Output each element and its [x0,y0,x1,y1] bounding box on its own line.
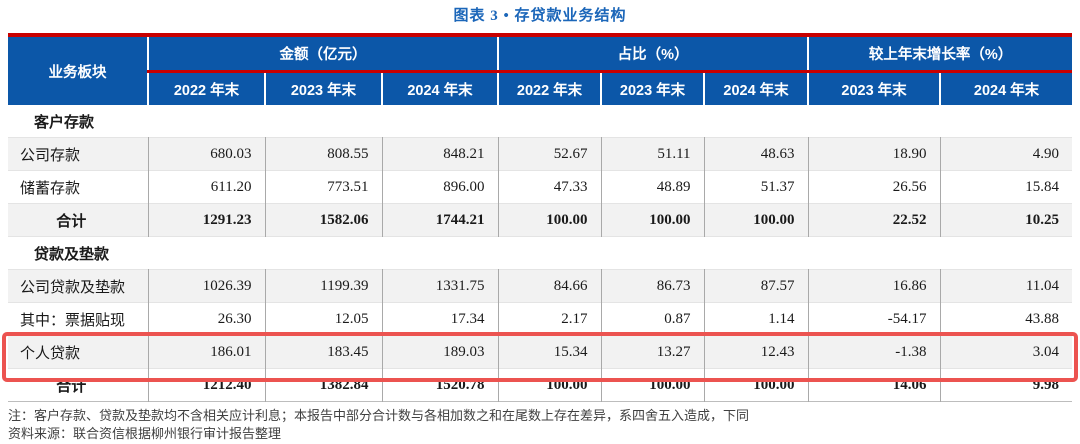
cell-value: 47.33 [497,170,602,204]
cell-value: 1331.75 [381,269,499,303]
col-group-growth: 较上年末增长率（%） [807,35,1073,73]
col-group-share: 占比（%） [497,35,809,73]
table-row-savings-deposits: 储蓄存款 611.20 773.51 896.00 47.33 48.89 51… [8,170,1073,204]
cell-value: 15.34 [497,335,602,369]
table-row-deposits-total: 合计 1291.23 1582.06 1744.21 100.00 100.00… [8,203,1073,237]
cell-value: 13.27 [600,335,705,369]
cell-value: 26.30 [147,302,265,336]
cell-value: 1382.84 [264,368,382,402]
cell-value: 0.87 [600,302,705,336]
cell-value: 1212.40 [147,368,265,402]
table-row-loans-total: 合计 1212.40 1382.84 1520.78 100.00 100.00… [8,368,1073,402]
cell-value: 773.51 [264,170,382,204]
cell-value: 100.00 [703,203,809,237]
footnotes: 注：客户存款、贷款及垫款均不含相关应计利息；本报告中部分合计数与各相加数之和在尾… [8,407,1080,443]
cell-value: 12.43 [703,335,809,369]
table-row-corporate-deposits: 公司存款 680.03 808.55 848.21 52.67 51.11 48… [8,137,1073,171]
cell-value: 22.52 [807,203,941,237]
cell-value: 1520.78 [381,368,499,402]
col-header-growth-2024: 2024 年末 [939,71,1073,105]
col-group-amount: 金额（亿元） [146,35,499,73]
cell-value: 51.37 [703,170,809,204]
row-label: 其中：票据贴现 [20,312,126,329]
col-header-amount-2024: 2024 年末 [380,71,499,105]
col-header-business-segment: 业务板块 [8,35,148,105]
cell-value: 1.14 [703,302,809,336]
cell-value: 51.11 [600,137,705,171]
col-header-growth-2023: 2023 年末 [807,71,941,105]
table-row-corporate-loans: 公司贷款及垫款 1026.39 1199.39 1331.75 84.66 86… [8,269,1073,303]
cell-value: 16.86 [807,269,941,303]
section-row-loans-advances: 贷款及垫款 [8,237,1073,270]
cell-value: 11.04 [939,269,1073,303]
cell-value: 18.90 [807,137,941,171]
cell-value: 87.57 [703,269,809,303]
cell-value: 86.73 [600,269,705,303]
cell-value: 52.67 [497,137,602,171]
cell-value: 4.90 [939,137,1073,171]
row-label: 公司贷款及垫款 [8,269,148,303]
cell-value: -54.17 [807,302,941,336]
row-label: 储蓄存款 [20,180,81,197]
cell-value: 48.63 [703,137,809,171]
cell-value: 100.00 [497,368,602,402]
col-header-amount-2022: 2022 年末 [147,71,265,105]
col-header-share-2023: 2023 年末 [600,71,705,105]
cell-value: 183.45 [264,335,382,369]
row-label: 公司存款 [8,137,148,171]
cell-value: 100.00 [600,368,705,402]
header-year-row: 2022 年末 2023 年末 2024 年末 2022 年末 2023 年末 … [8,71,1073,105]
col-header-share-2024: 2024 年末 [703,71,809,105]
header-group-row: 业务板块 金额（亿元） 占比（%） 较上年末增长率（%） [8,35,1073,105]
cell-value: 100.00 [497,203,602,237]
cell-value: 3.04 [939,335,1073,369]
footnote-disclaimer: 注：客户存款、贷款及垫款均不含相关应计利息；本报告中部分合计数与各相加数之和在尾… [8,408,750,423]
cell-value: 48.89 [600,170,705,204]
section-label: 贷款及垫款 [34,245,110,263]
cell-value: 26.56 [807,170,941,204]
cell-value: 680.03 [147,137,265,171]
cell-value: 9.98 [939,368,1073,402]
cell-value: 1026.39 [147,269,265,303]
cell-value: 100.00 [703,368,809,402]
table-body: 客户存款 公司存款 680.03 808.55 848.21 52.67 51.… [8,105,1073,402]
cell-value: 189.03 [381,335,499,369]
section-row-customer-deposits: 客户存款 [8,105,1073,138]
row-label: 个人贷款 [8,335,148,369]
table-row-bill-discounting: 其中：票据贴现 26.30 12.05 17.34 2.17 0.87 1.14… [8,302,1073,336]
cell-value: 12.05 [264,302,382,336]
cell-value: 1582.06 [264,203,382,237]
cell-value: 15.84 [939,170,1073,204]
cell-value: 808.55 [264,137,382,171]
cell-value: 100.00 [600,203,705,237]
page-title: 图表 3 • 存贷款业务结构 [453,8,627,24]
cell-value: 1744.21 [381,203,499,237]
deposit-loan-structure-table: 业务板块 金额（亿元） 占比（%） 较上年末增长率（%） 2022 年末 202… [8,33,1073,402]
cell-value: 2.17 [497,302,602,336]
section-label: 客户存款 [34,113,95,131]
cell-value: 848.21 [381,137,499,171]
cell-value: 1291.23 [147,203,265,237]
cell-value: 186.01 [147,335,265,369]
table-header: 业务板块 金额（亿元） 占比（%） 较上年末增长率（%） 2022 年末 202… [8,35,1073,105]
cell-value: 14.06 [807,368,941,402]
table-row-personal-loans: 个人贷款 186.01 183.45 189.03 15.34 13.27 12… [8,335,1073,369]
cell-value: 1199.39 [264,269,382,303]
cell-value: 896.00 [381,170,499,204]
cell-value: 611.20 [147,170,265,204]
col-header-amount-2023: 2023 年末 [264,71,382,105]
col-header-share-2022: 2022 年末 [497,71,602,105]
row-label: 合计 [56,378,87,395]
cell-value: 84.66 [497,269,602,303]
cell-value: 43.88 [939,302,1073,336]
row-label: 合计 [8,203,148,237]
footnote-source: 资料来源：联合资信根据柳州银行审计报告整理 [8,426,282,441]
cell-value: 10.25 [939,203,1073,237]
cell-value: -1.38 [807,335,941,369]
cell-value: 17.34 [381,302,499,336]
